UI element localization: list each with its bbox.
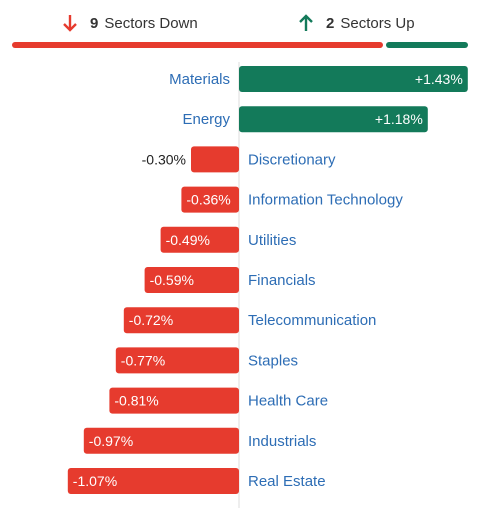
bar-real-estate (67, 468, 239, 494)
value-label-utilities: -0.49% (166, 232, 210, 248)
bar-telecommunication (123, 307, 239, 334)
bar-utilities (160, 226, 239, 253)
bar-information-technology (181, 186, 239, 213)
value-label-health-care: -0.81% (114, 393, 158, 409)
sector-split-bar (12, 42, 468, 48)
category-label-telecommunication: Telecommunication (248, 312, 376, 329)
category-label-health-care: Health Care (248, 393, 328, 410)
value-label-materials: +1.43% (415, 71, 463, 87)
arrow-up-icon (299, 14, 313, 31)
bar-discretionary (191, 146, 239, 173)
value-label-real-estate: -1.07% (73, 473, 117, 489)
bar-energy (239, 106, 428, 133)
category-label-information-technology: Information Technology (248, 192, 403, 209)
bar-materials (239, 66, 468, 92)
value-label-industrials: -0.97% (89, 433, 133, 449)
bar-health-care (109, 387, 240, 414)
category-label-utilities: Utilities (248, 232, 296, 249)
sectors-up-summary: 2 Sectors Up (298, 12, 415, 34)
split-bar-down-segment (12, 42, 383, 48)
bar-industrials (83, 427, 239, 454)
value-label-discretionary: -0.30% (142, 151, 186, 167)
category-label-real-estate: Real Estate (248, 473, 326, 490)
arrow-down-icon (63, 15, 77, 32)
category-label-financials: Financials (248, 272, 316, 289)
category-label-discretionary: Discretionary (248, 151, 336, 168)
sectors-down-count: 9 (90, 14, 99, 32)
value-label-energy: +1.18% (375, 111, 423, 127)
bar-staples (115, 347, 239, 374)
sectors-down-summary: 9 Sectors Down (62, 12, 198, 34)
value-label-financials: -0.59% (150, 272, 194, 288)
sectors-up-label: Sectors Up (340, 14, 415, 32)
category-label-energy: Energy (182, 111, 230, 128)
sectors-up-count: 2 (326, 14, 335, 32)
category-label-staples: Staples (248, 352, 298, 369)
sectors-down-label: Sectors Down (104, 14, 198, 32)
split-bar-up-segment (386, 42, 468, 48)
value-label-staples: -0.77% (121, 352, 165, 368)
value-label-information-technology: -0.36% (186, 192, 230, 208)
bar-financials (144, 267, 239, 293)
value-label-telecommunication: -0.72% (129, 312, 173, 328)
category-label-materials: Materials (169, 71, 230, 88)
category-label-industrials: Industrials (248, 433, 316, 450)
